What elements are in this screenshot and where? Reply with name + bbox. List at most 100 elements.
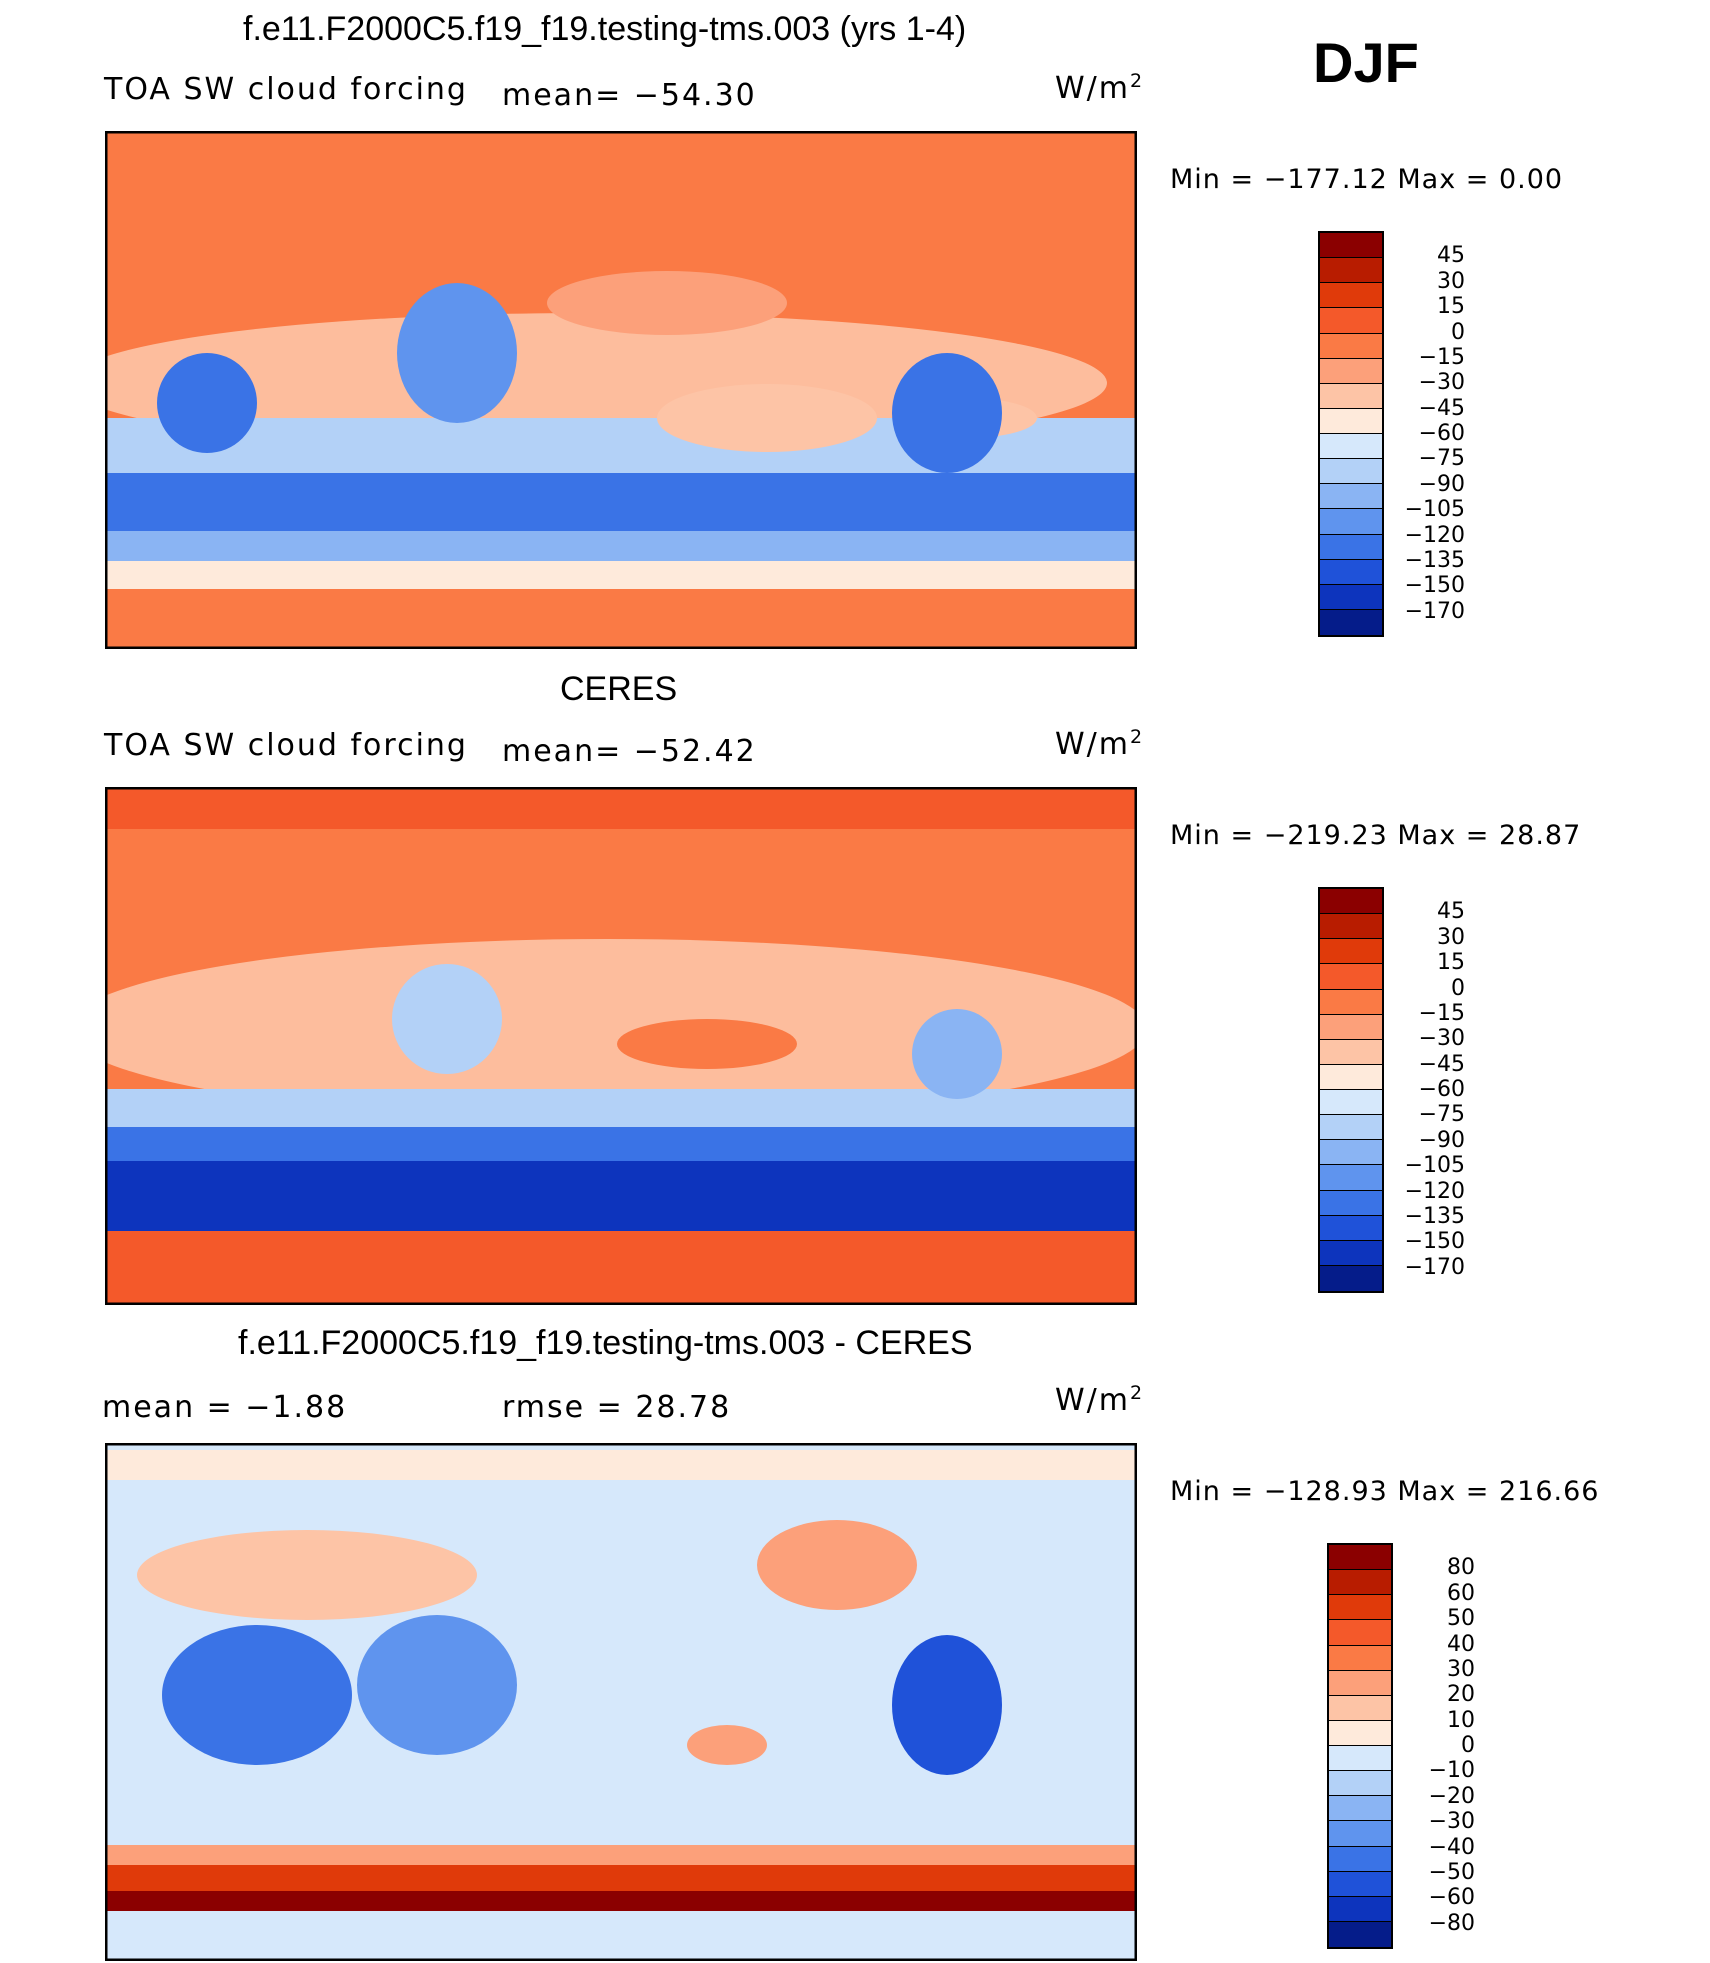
colorbar-swatch [1329, 1871, 1391, 1897]
colorbar-tick-label: 30 [1437, 924, 1465, 950]
colorbar-swatch [1320, 559, 1382, 585]
season-label: DJF [1313, 31, 1419, 94]
colorbar-swatch [1320, 939, 1382, 965]
colorbar-tick-label: −105 [1404, 497, 1465, 523]
panel1-southern-band-dark [107, 473, 1135, 533]
colorbar-tick-label: 20 [1447, 1682, 1475, 1708]
colorbar-swatch [1320, 1014, 1382, 1040]
colorbar-tick-label: −90 [1418, 1127, 1465, 1153]
panel2-southern-band-dark [107, 1161, 1135, 1231]
colorbar-swatch [1320, 258, 1382, 284]
colorbar-swatch [1329, 1545, 1391, 1571]
colorbar-swatch [1320, 358, 1382, 384]
panel2-arctic-band [107, 789, 1135, 829]
panel3-namerica-area [757, 1520, 917, 1610]
colorbar-swatch [1329, 1695, 1391, 1721]
colorbar-swatch [1329, 1670, 1391, 1696]
colorbar-tick-label: −30 [1428, 1809, 1475, 1835]
colorbar-tick-label: −60 [1418, 421, 1465, 446]
panel2-minmax: Min = −219.23 Max = 28.87 [1170, 820, 1582, 851]
colorbar-tick-label: −150 [1404, 1229, 1465, 1255]
colorbar-swatch [1320, 534, 1382, 560]
panel2-maritime-continent [392, 964, 502, 1074]
colorbar-tick-label: −15 [1418, 344, 1465, 370]
colorbar-tick-label: −170 [1404, 1254, 1465, 1280]
colorbar-tick-label: 15 [1437, 950, 1465, 976]
panel3-antarctica-field [107, 1911, 1135, 1959]
panel2-mean-label: mean= −52.42 [502, 734, 757, 769]
colorbar-tick-label: −30 [1418, 370, 1465, 396]
colorbar-tick-label: −150 [1404, 573, 1465, 599]
colorbar-tick-label: 50 [1447, 1606, 1475, 1632]
colorbar-swatch [1320, 1215, 1382, 1241]
panel2-units-sup: 2 [1130, 726, 1145, 748]
panel1-colorbar [1318, 231, 1384, 637]
colorbar-swatch [1320, 1115, 1382, 1141]
panel1-stratocumulus-area [657, 384, 877, 452]
colorbar-tick-label: −120 [1404, 522, 1465, 548]
colorbar-swatch [1320, 1140, 1382, 1166]
colorbar-swatch [1320, 434, 1382, 460]
colorbar-tick-label: 45 [1437, 899, 1465, 925]
colorbar-swatch [1320, 914, 1382, 940]
colorbar-tick-label: 40 [1447, 1631, 1475, 1657]
colorbar-tick-label: 30 [1437, 268, 1465, 294]
panel2-variable-label: TOA SW cloud forcing [104, 728, 468, 763]
panel1-variable-label: TOA SW cloud forcing [104, 72, 468, 107]
colorbar-swatch [1320, 283, 1382, 309]
colorbar-swatch [1320, 609, 1382, 635]
colorbar-tick-label: 80 [1447, 1555, 1475, 1581]
panel2-colorbar [1318, 887, 1384, 1293]
panel1-africa-convection [157, 353, 257, 453]
colorbar-tick-label: −135 [1404, 1203, 1465, 1229]
panel2-map-svg [107, 789, 1135, 1303]
panel1-units-base: W/m [1055, 71, 1130, 106]
colorbar-swatch [1320, 1165, 1382, 1191]
colorbar-swatch [1320, 484, 1382, 510]
panel2-tropics-band [107, 939, 1135, 1119]
colorbar-swatch [1329, 1846, 1391, 1872]
panel3-units-sup: 2 [1130, 1382, 1145, 1404]
colorbar-tick-label: −105 [1404, 1153, 1465, 1179]
panel3-eurasia-area [137, 1530, 477, 1620]
panel2-stratocumulus-area [617, 1019, 797, 1069]
panel3-africa-bias [162, 1625, 352, 1765]
panel3-maritime-bias [357, 1615, 517, 1755]
colorbar-swatch [1320, 459, 1382, 485]
panel3-rmse-label: rmse = 28.78 [502, 1390, 732, 1425]
panel3-title: f.e11.F2000C5.f19_f19.testing-tms.003 - … [238, 1324, 973, 1362]
colorbar-swatch [1320, 889, 1382, 915]
colorbar-tick-label: 0 [1451, 975, 1465, 1001]
colorbar-tick-label: −15 [1418, 1000, 1465, 1026]
panel1-map-svg [107, 133, 1135, 647]
colorbar-tick-label: 0 [1451, 319, 1465, 345]
panel2-units: W/m2 [1055, 726, 1144, 762]
panel3-units: W/m2 [1055, 1382, 1144, 1418]
panel2-units-base: W/m [1055, 727, 1130, 762]
colorbar-swatch [1320, 308, 1382, 334]
colorbar-tick-label: −60 [1428, 1885, 1475, 1911]
panel1-maritime-continent [397, 283, 517, 423]
colorbar-swatch [1320, 509, 1382, 535]
colorbar-swatch [1320, 1265, 1382, 1291]
colorbar-swatch [1329, 1746, 1391, 1772]
panel3-units-base: W/m [1055, 1383, 1130, 1418]
colorbar-swatch [1329, 1821, 1391, 1847]
panel2-antarctica-field [107, 1231, 1135, 1303]
panel3-amazon-bias [892, 1635, 1002, 1775]
colorbar-tick-label: −120 [1404, 1178, 1465, 1204]
panel2-map [105, 787, 1137, 1305]
colorbar-tick-label: −40 [1428, 1834, 1475, 1860]
colorbar-tick-label: 10 [1447, 1707, 1475, 1733]
colorbar-swatch [1320, 383, 1382, 409]
panel3-mean-label: mean = −1.88 [102, 1390, 348, 1425]
panel3-pacific-positive [687, 1725, 767, 1765]
colorbar-tick-label: −75 [1418, 446, 1465, 472]
colorbar-tick-label: −45 [1418, 1051, 1465, 1077]
colorbar-tick-label: −135 [1404, 547, 1465, 573]
panel2-southern-band-light [107, 1089, 1135, 1129]
colorbar-swatch [1320, 1090, 1382, 1116]
colorbar-tick-label: 30 [1447, 1656, 1475, 1682]
colorbar-tick-label: 0 [1461, 1733, 1475, 1758]
panel2-amazon [912, 1009, 1002, 1099]
